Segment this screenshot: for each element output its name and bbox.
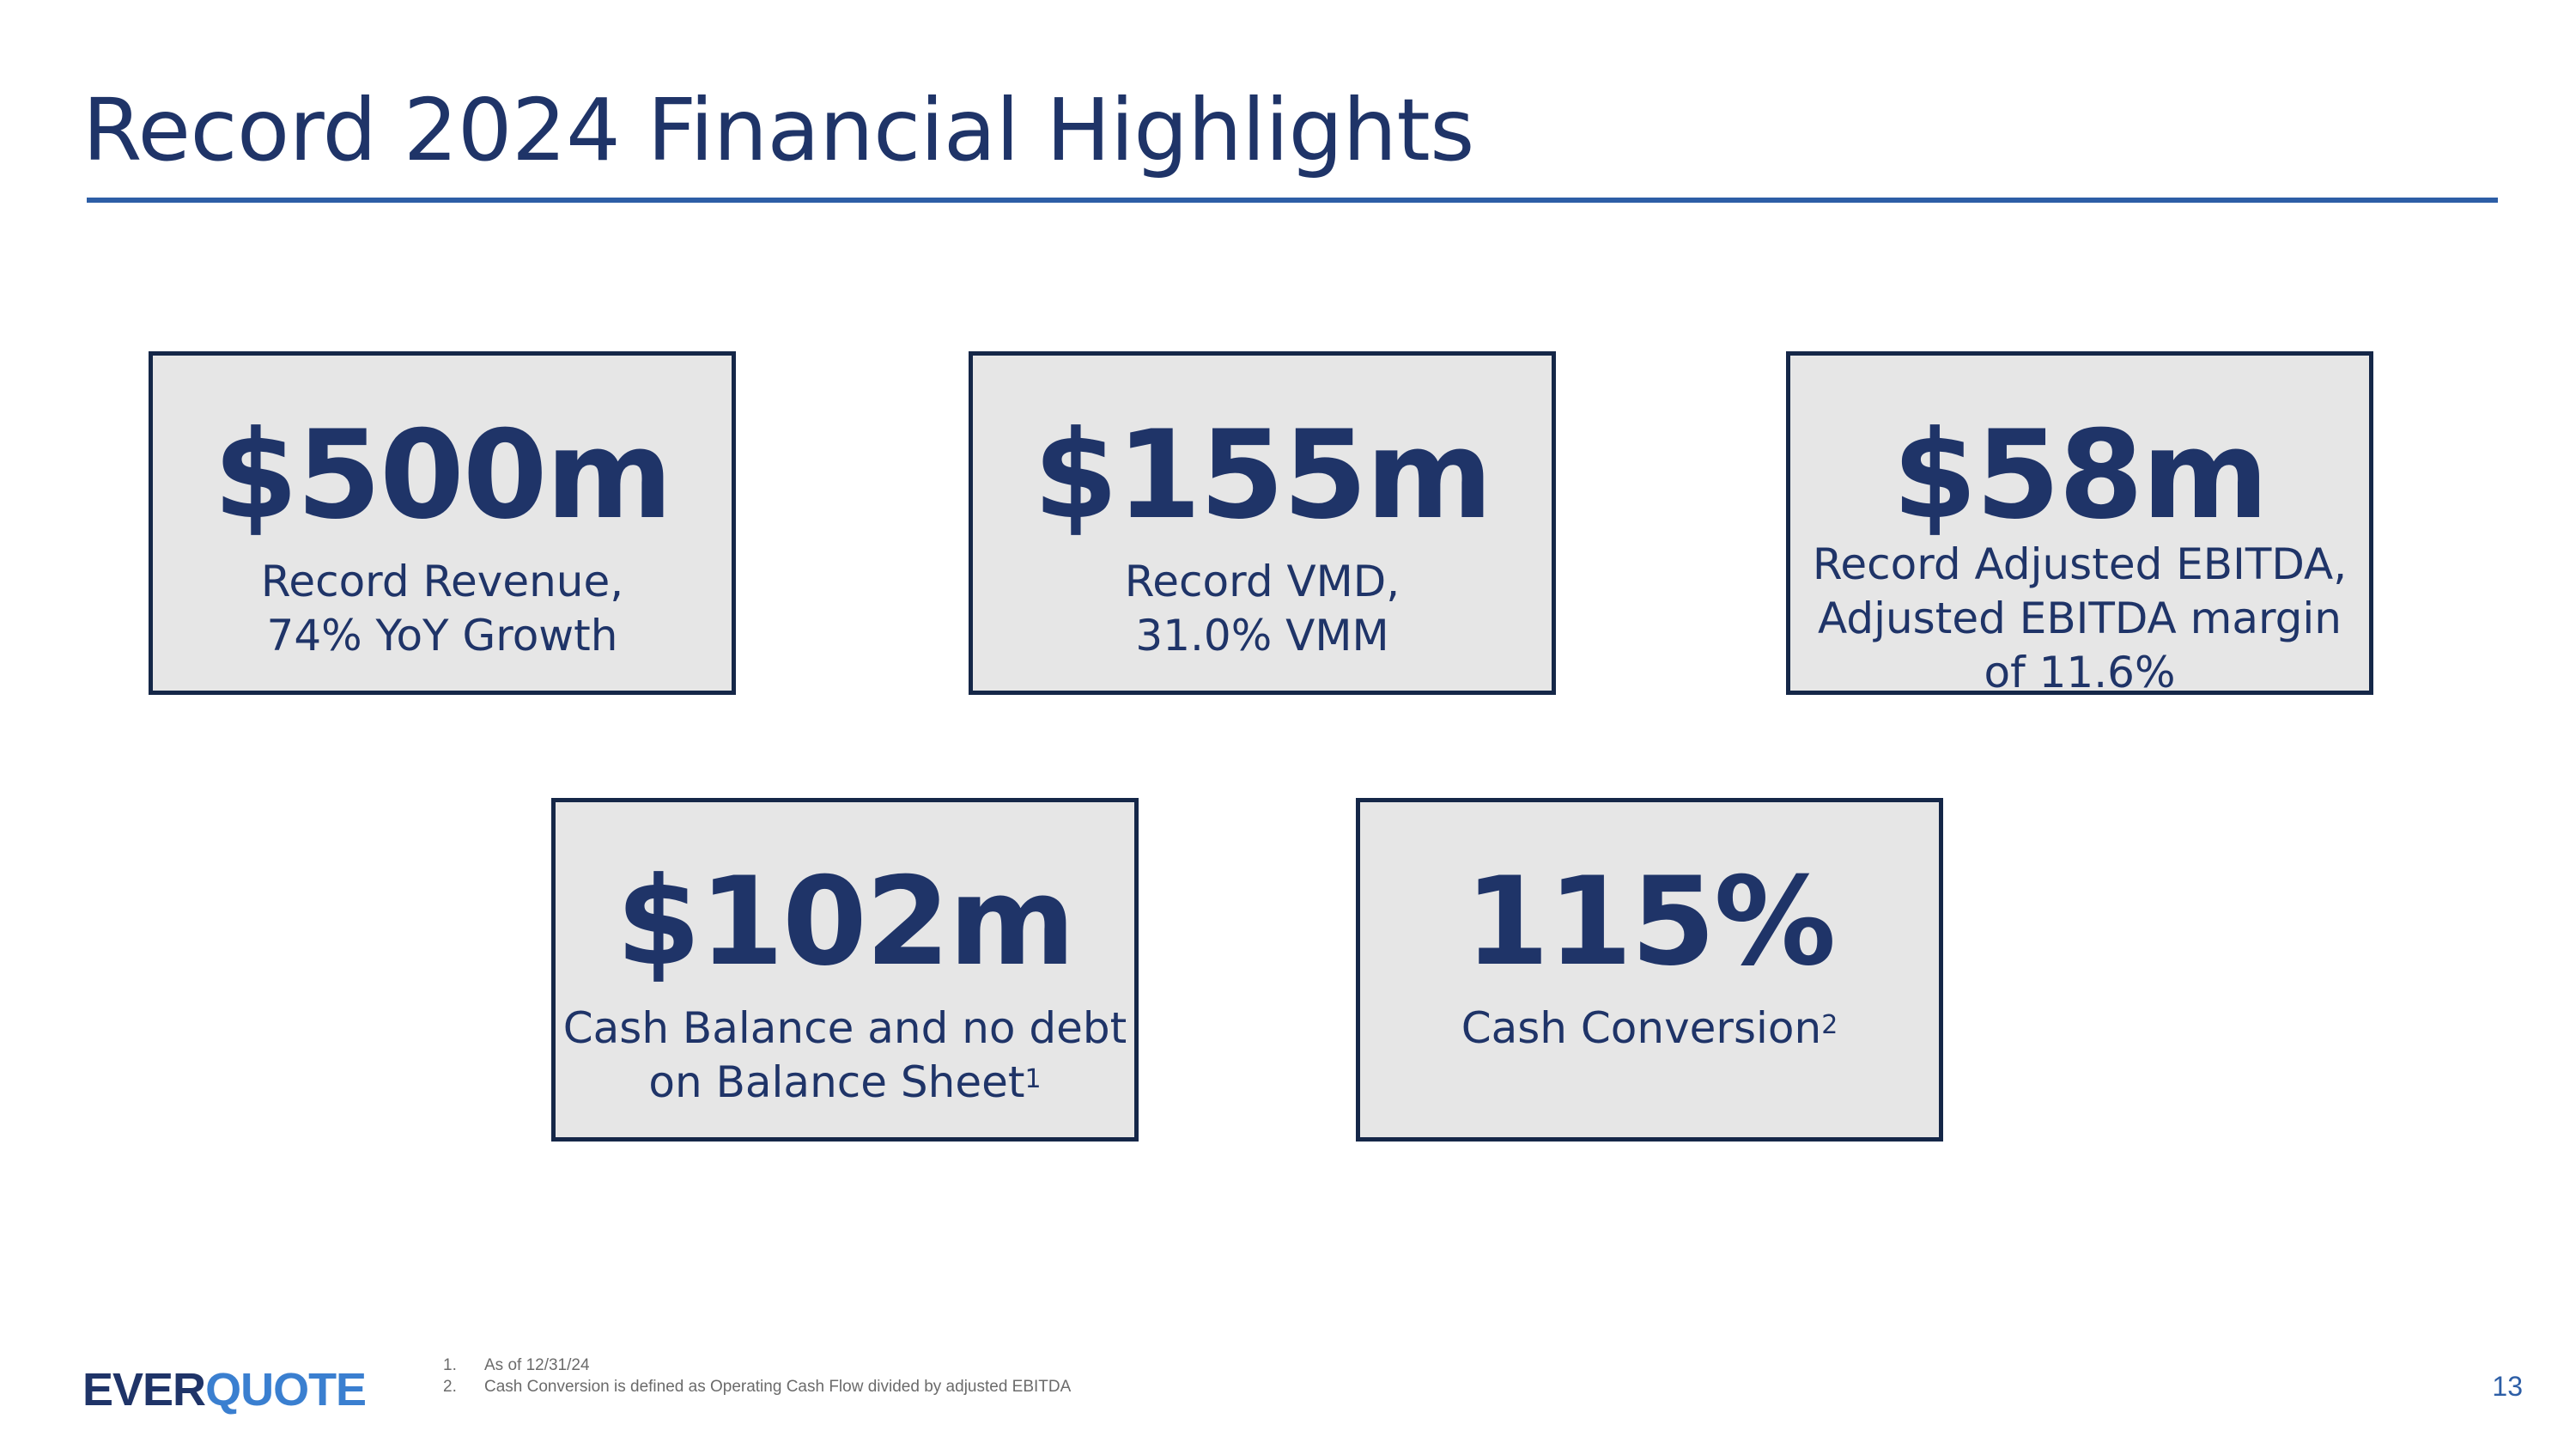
metric-caption: Record Revenue, 74% YoY Growth bbox=[153, 555, 732, 663]
footnote-ref: 1 bbox=[1024, 1064, 1042, 1094]
footnote-text: Cash Conversion is defined as Operating … bbox=[484, 1378, 1072, 1396]
caption-line: of 11.6% bbox=[1984, 648, 2176, 697]
metric-value: $58m bbox=[1892, 405, 2269, 546]
slide-title: Record 2024 Financial Highlights bbox=[82, 80, 1474, 180]
metric-caption: Record Adjusted EBITDA, Adjusted EBITDA … bbox=[1790, 538, 2369, 700]
caption-line: Cash Conversion2 bbox=[1360, 1002, 1939, 1056]
metric-value: 115% bbox=[1464, 851, 1837, 993]
caption-line: Record Adjusted EBITDA, bbox=[1812, 539, 2348, 589]
caption-line: Record Revenue, bbox=[260, 557, 624, 606]
page-number: 13 bbox=[2492, 1371, 2523, 1402]
metric-caption: Cash Balance and no debt on Balance Shee… bbox=[556, 1002, 1134, 1110]
footnotes: 1. As of 12/31/24 2. Cash Conversion is … bbox=[443, 1355, 1071, 1397]
caption-line: Cash Balance and no debt bbox=[562, 1003, 1127, 1053]
everquote-logo: EVERQUOTE bbox=[82, 1363, 367, 1416]
metric-value: $500m bbox=[213, 405, 672, 546]
footnote-number: 2. bbox=[443, 1378, 457, 1396]
title-divider bbox=[87, 198, 2498, 203]
logo-part-ever: EVER bbox=[82, 1364, 206, 1416]
caption-line: on Balance Sheet1 bbox=[556, 1056, 1134, 1110]
caption-line: Adjusted EBITDA margin bbox=[1818, 594, 2342, 643]
caption-text: on Balance Sheet bbox=[648, 1057, 1025, 1107]
metric-card-cash-balance: $102m Cash Balance and no debt on Balanc… bbox=[551, 798, 1139, 1142]
caption-line: 31.0% VMM bbox=[1135, 611, 1389, 661]
footnote-number: 1. bbox=[443, 1356, 457, 1374]
metric-card-cash-conversion: 115% Cash Conversion2 bbox=[1356, 798, 1943, 1142]
caption-line: Record VMD, bbox=[1124, 557, 1400, 606]
metric-card-ebitda: $58m Record Adjusted EBITDA, Adjusted EB… bbox=[1786, 351, 2373, 697]
caption-line: 74% YoY Growth bbox=[266, 611, 618, 661]
metric-card-revenue: $500m Record Revenue, 74% YoY Growth bbox=[149, 351, 736, 695]
metric-card-vmd: $155m Record VMD, 31.0% VMM bbox=[969, 351, 1556, 695]
footnote-ref: 2 bbox=[1821, 1010, 1838, 1040]
metric-value: $155m bbox=[1033, 405, 1492, 546]
metric-caption: Record VMD, 31.0% VMM bbox=[973, 555, 1552, 663]
footnote-item: 2. Cash Conversion is defined as Operati… bbox=[443, 1376, 1071, 1397]
metric-caption: Cash Conversion2 bbox=[1360, 1002, 1939, 1056]
logo-part-quote: QUOTE bbox=[205, 1364, 367, 1416]
caption-text: Cash Conversion bbox=[1461, 1003, 1822, 1053]
footnote-text: As of 12/31/24 bbox=[484, 1356, 590, 1374]
footnote-item: 1. As of 12/31/24 bbox=[443, 1355, 1071, 1376]
metric-value: $102m bbox=[616, 851, 1075, 993]
